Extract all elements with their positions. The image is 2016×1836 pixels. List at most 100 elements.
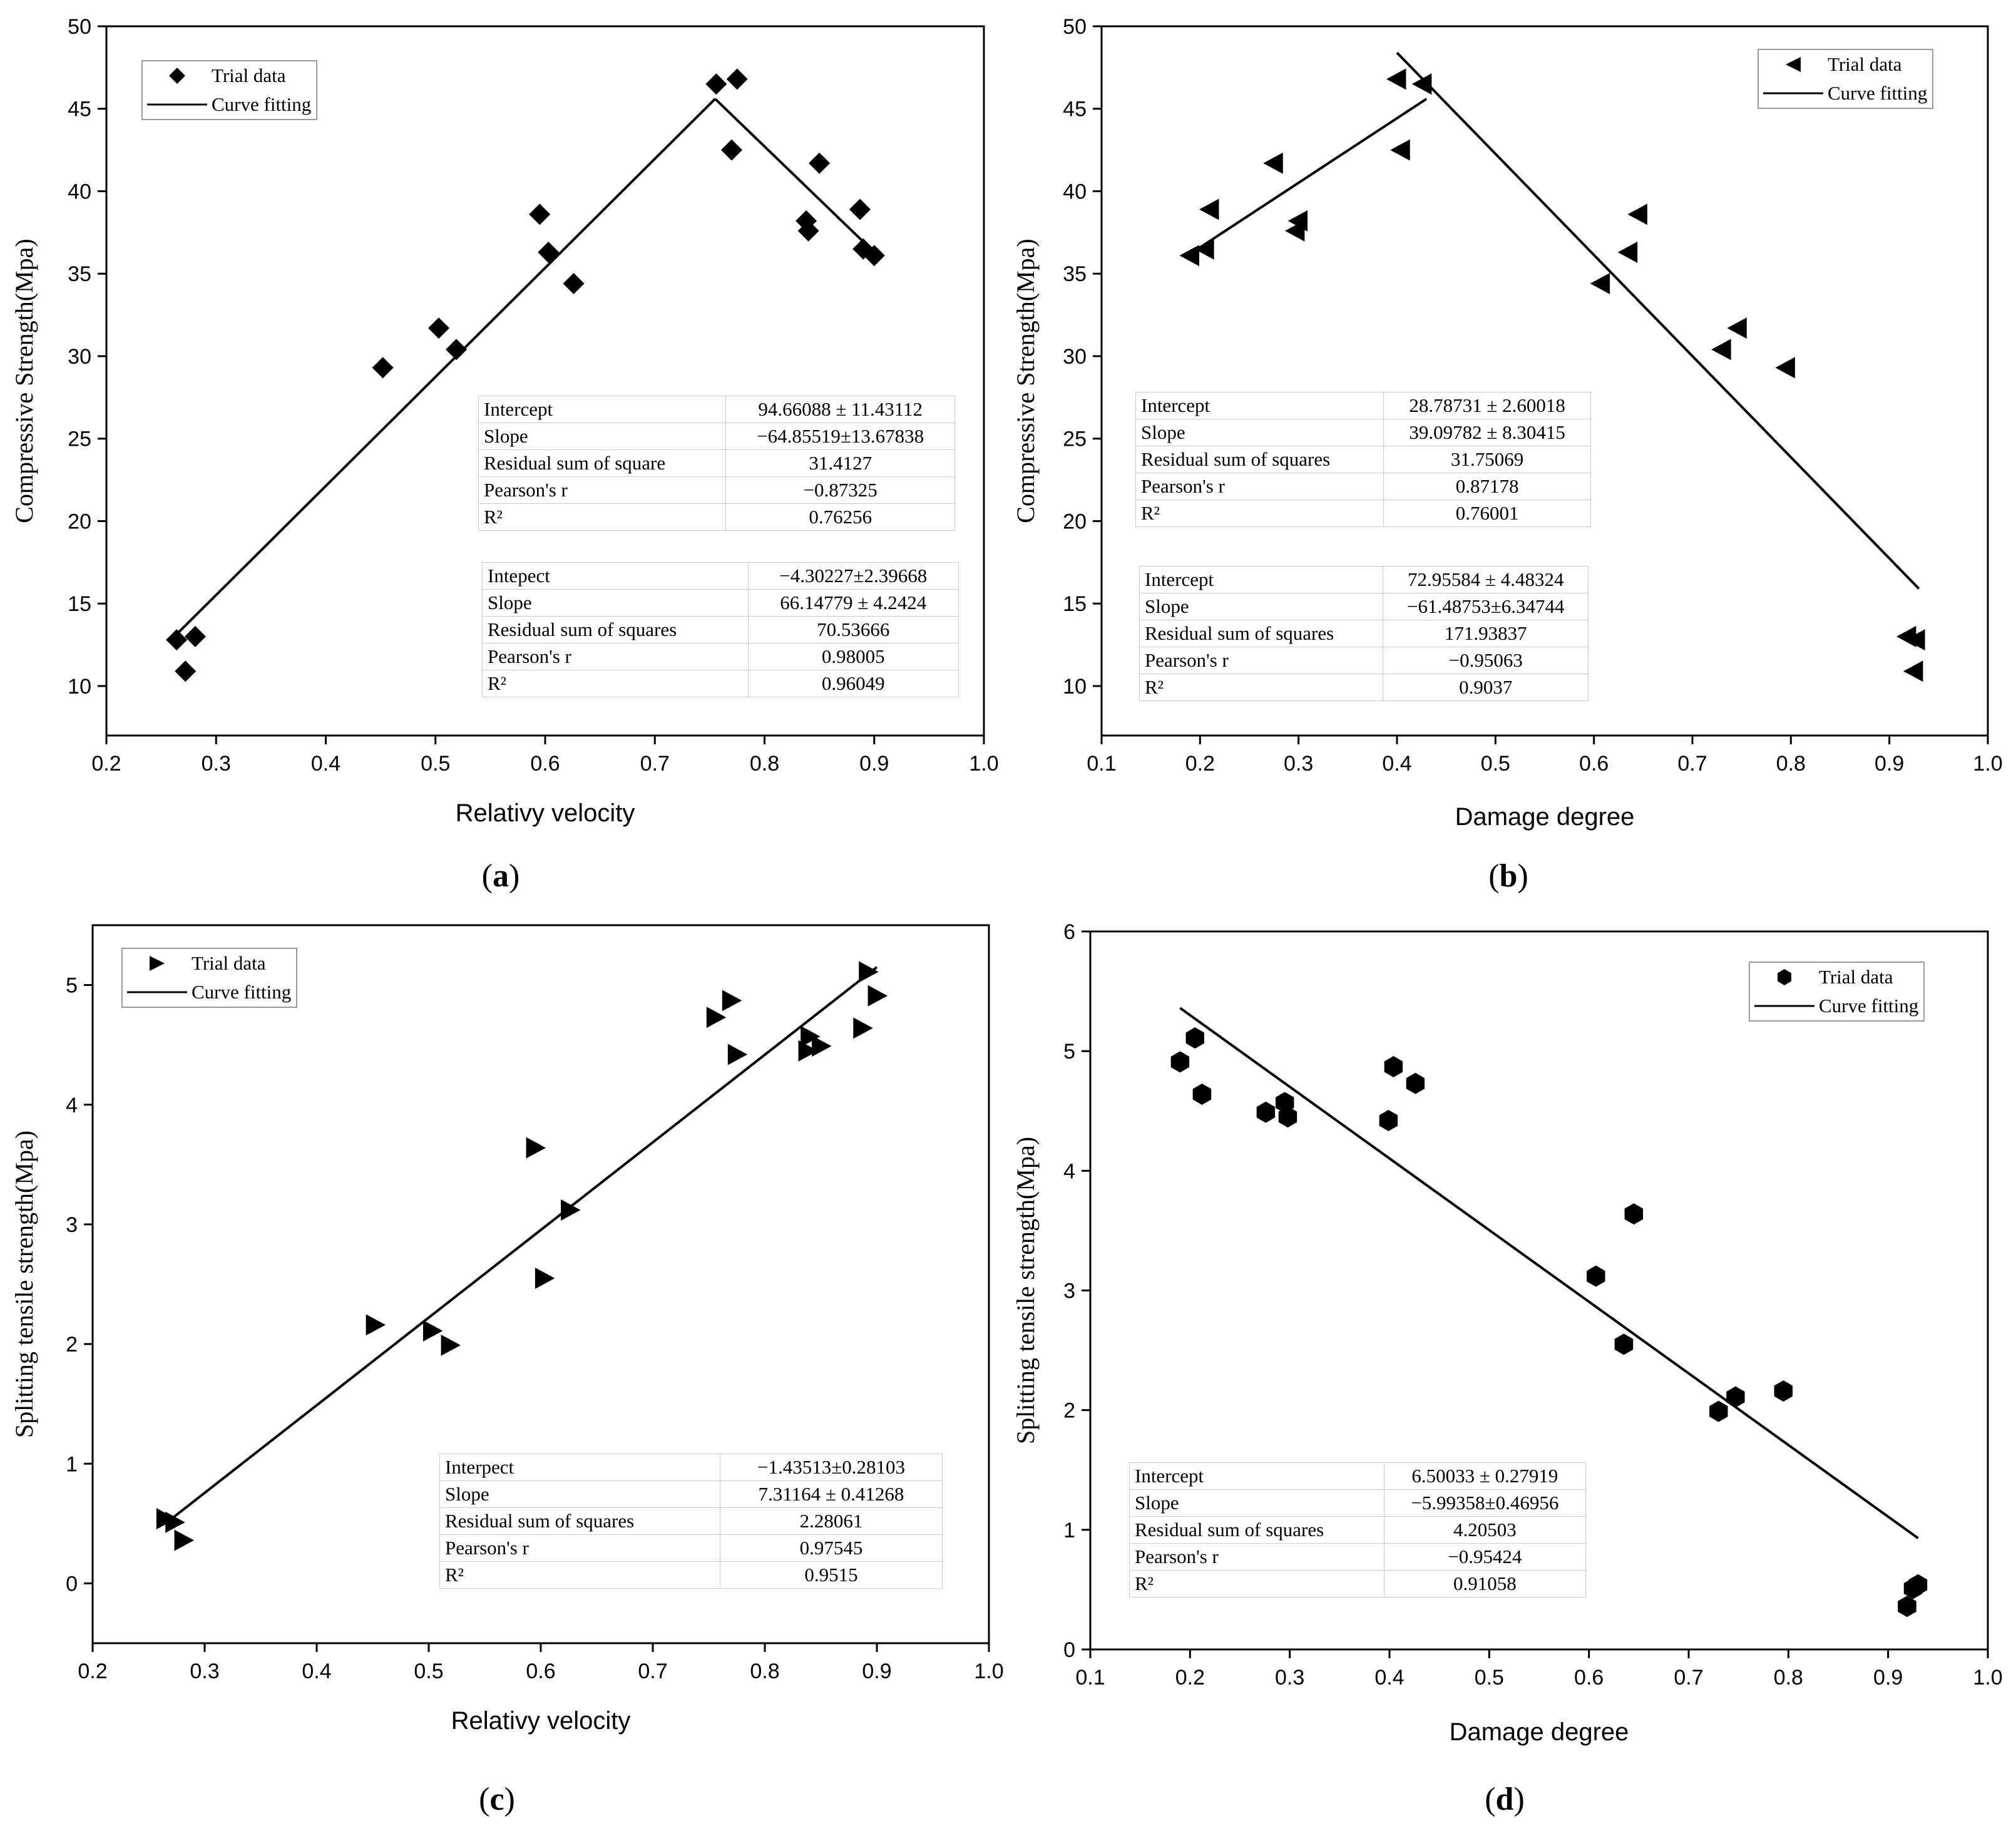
data-point bbox=[1627, 203, 1647, 225]
data-point bbox=[529, 203, 551, 225]
data-point bbox=[1287, 210, 1308, 232]
data-point bbox=[812, 1035, 832, 1057]
fit-line bbox=[1396, 51, 1920, 590]
data-point bbox=[1614, 1333, 1634, 1355]
x-tick-label: 0.5 bbox=[414, 1659, 443, 1683]
x-tick-label: 0.3 bbox=[1284, 752, 1313, 776]
stats-table-1: Intercept 94.66088 ± 11.43112 Slope −64.85… bbox=[478, 396, 955, 531]
stats-label: Residual sum of squares bbox=[1135, 446, 1384, 473]
y-tick-label: 1 bbox=[66, 1452, 78, 1476]
stats-value: −64.85519±13.67838 bbox=[725, 423, 955, 450]
data-point bbox=[1256, 1101, 1276, 1123]
stats-label: R² bbox=[439, 1561, 720, 1589]
y-tick-label: 10 bbox=[1063, 675, 1087, 699]
y-tick-label: 0 bbox=[66, 1572, 78, 1596]
stats-value: 4.20503 bbox=[1383, 1516, 1587, 1544]
data-point bbox=[1774, 1380, 1793, 1402]
x-tick-label: 0.7 bbox=[1674, 1666, 1703, 1690]
stats-row: Slope 66.14779 ± 4.2424 bbox=[482, 589, 959, 617]
x-tick-label: 0.4 bbox=[311, 752, 340, 776]
data-point bbox=[1185, 1027, 1204, 1049]
stats-label: R² bbox=[1135, 500, 1384, 527]
x-tick-label: 0.9 bbox=[859, 752, 889, 776]
stats-row: Intercept 6.50033 ± 0.27919 bbox=[1129, 1462, 1587, 1490]
stats-label: Residual sum of squares bbox=[1138, 620, 1384, 647]
y-tick-label: 50 bbox=[1063, 15, 1087, 39]
x-tick-label: 0.9 bbox=[862, 1659, 891, 1683]
x-tick-label: 0.7 bbox=[1677, 752, 1707, 776]
stats-row: Residual sum of squares 171.93837 bbox=[1138, 620, 1589, 647]
stats-table-1: Intercept 28.78731 ± 2.60018 Slope 39.0978… bbox=[1135, 392, 1591, 527]
y-tick-label: 2 bbox=[1063, 1399, 1075, 1423]
stats-row: Residual sum of square 31.4127 bbox=[478, 449, 955, 477]
y-tick-label: 5 bbox=[66, 974, 78, 998]
stats-label: Slope bbox=[1138, 593, 1384, 620]
panel-caption: (c) bbox=[479, 1782, 515, 1817]
fit-line bbox=[1189, 98, 1428, 255]
stats-row: Intepect −4.30227±2.39668 bbox=[482, 562, 959, 590]
x-tick-label: 0.1 bbox=[1087, 752, 1116, 776]
legend-label-trial-data: Trial data bbox=[1819, 966, 1893, 988]
x-tick-label: 0.3 bbox=[202, 752, 231, 776]
y-tick-label: 20 bbox=[1063, 510, 1087, 533]
data-point bbox=[1199, 198, 1219, 220]
y-tick-label: 1 bbox=[1063, 1519, 1075, 1542]
stats-value: −1.43513±0.28103 bbox=[719, 1454, 943, 1481]
line-marker-icon bbox=[143, 101, 212, 108]
y-tick-label: 50 bbox=[68, 15, 91, 39]
stats-row: Intercept 28.78731 ± 2.60018 bbox=[1135, 392, 1591, 419]
stats-label: Interpect bbox=[439, 1454, 720, 1481]
legend-item-trial-data: Trial data bbox=[143, 61, 316, 90]
stats-value: 31.75069 bbox=[1383, 446, 1591, 473]
data-point bbox=[165, 1511, 185, 1533]
x-tick-label: 1.0 bbox=[1973, 752, 2002, 776]
stats-label: Pearson's r bbox=[478, 476, 727, 504]
stats-row: Intercept 72.95584 ± 4.48324 bbox=[1138, 566, 1589, 593]
stats-value: 7.31164 ± 0.41268 bbox=[719, 1480, 943, 1508]
data-point bbox=[526, 1137, 546, 1159]
data-point bbox=[1386, 68, 1406, 90]
data-point bbox=[720, 139, 742, 161]
y-tick-label: 6 bbox=[1063, 920, 1075, 944]
panel-b: 0.1 0.2 0.3 0.4 0.5 0.6 0.7 0.8 0.9 1.0 10 15 20 25 30… bbox=[1008, 0, 2016, 908]
x-axis-label: Damage degree bbox=[1455, 803, 1635, 831]
y-tick-label: 10 bbox=[68, 675, 91, 699]
y-tick-label: 15 bbox=[1063, 592, 1087, 616]
data-point bbox=[166, 629, 188, 651]
data-point bbox=[705, 73, 727, 95]
x-tick-label: 0.6 bbox=[526, 1659, 555, 1683]
stats-table-1: Interpect −1.43513±0.28103 Slope 7.31164 ±… bbox=[439, 1454, 943, 1589]
stats-row: Pearson's r 0.97545 bbox=[439, 1534, 943, 1562]
stats-value: 0.98005 bbox=[747, 643, 959, 670]
data-point bbox=[1170, 1051, 1190, 1073]
legend-label-curve-fitting: Curve fitting bbox=[1819, 995, 1919, 1017]
y-tick-label: 25 bbox=[68, 428, 91, 451]
stats-row: R² 0.76001 bbox=[1135, 500, 1591, 527]
stats-table-2: Intepect −4.30227±2.39668 Slope 66.14779 ±… bbox=[482, 562, 959, 697]
stats-label: Pearson's r bbox=[1135, 473, 1384, 500]
data-point bbox=[174, 1529, 194, 1551]
x-tick-label: 0.5 bbox=[1481, 752, 1510, 776]
y-tick-label: 20 bbox=[68, 510, 91, 533]
x-tick-label: 0.2 bbox=[78, 1659, 107, 1683]
data-point bbox=[372, 357, 394, 379]
stats-label: Intepect bbox=[482, 562, 749, 590]
panel-caption: (b) bbox=[1488, 858, 1528, 894]
data-point bbox=[1411, 73, 1432, 95]
x-tick-label: 0.4 bbox=[1374, 1666, 1404, 1690]
stats-value: −0.87325 bbox=[725, 476, 955, 504]
y-tick-label: 0 bbox=[1063, 1638, 1075, 1662]
data-point bbox=[1406, 1072, 1425, 1094]
legend-label-curve-fitting: Curve fitting bbox=[212, 93, 312, 115]
y-axis-label: Compressive Strength(Mpa) bbox=[10, 238, 38, 523]
data-point bbox=[706, 1007, 727, 1028]
stats-value: 0.87178 bbox=[1383, 473, 1591, 500]
stats-row: R² 0.9515 bbox=[439, 1561, 943, 1589]
stats-value: 171.93837 bbox=[1383, 620, 1589, 647]
data-point bbox=[1263, 152, 1283, 174]
panel-d: 0.1 0.2 0.3 0.4 0.5 0.6 0.7 0.8 0.9 1.0 0 1 2 3 4 5 6 Dam… bbox=[1008, 908, 2016, 1836]
data-point bbox=[722, 990, 742, 1012]
x-tick-label: 1.0 bbox=[1973, 1666, 2002, 1690]
data-point bbox=[563, 273, 585, 295]
stats-value: 0.91058 bbox=[1383, 1570, 1587, 1598]
